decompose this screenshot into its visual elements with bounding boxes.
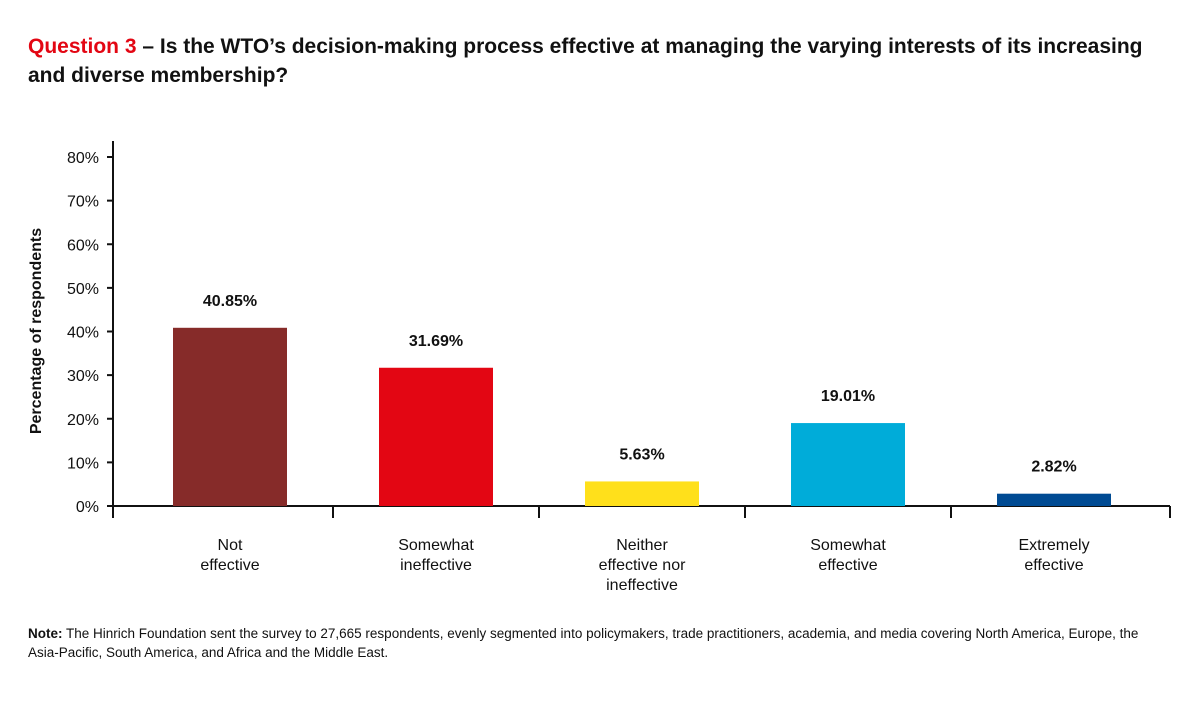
bar-value-label: 40.85% — [203, 293, 257, 310]
x-category-label: Somewhat — [398, 537, 474, 554]
x-category-label: effective — [200, 557, 259, 574]
bar — [997, 493, 1111, 506]
y-tick-label: 20% — [67, 412, 99, 429]
y-tick-label: 30% — [67, 368, 99, 385]
bar — [585, 481, 699, 506]
x-category-label: Not — [218, 537, 243, 554]
bar-value-label: 2.82% — [1031, 459, 1076, 476]
footnote: Note: The Hinrich Foundation sent the su… — [28, 624, 1148, 662]
y-tick-label: 0% — [76, 499, 99, 516]
y-tick-label: 10% — [67, 455, 99, 472]
y-axis: 0% 10% 20% 30% 40% 50% 60% 70% 80% — [67, 141, 114, 516]
x-category-label: Extremely — [1018, 537, 1089, 554]
bar — [791, 423, 905, 506]
bar-value-label: 19.01% — [821, 388, 875, 405]
y-tick-label: 60% — [67, 237, 99, 254]
x-category-label: Somewhat — [810, 537, 886, 554]
x-axis: Not effective Somewhat ineffective Neither ef… — [112, 505, 1171, 594]
question-text: – Is the WTO’s decision-making process e… — [28, 35, 1143, 87]
chart-title: Question 3 – Is the WTO’s decision-makin… — [28, 32, 1168, 90]
x-category-label: effective — [1024, 557, 1083, 574]
y-tick-label: 70% — [67, 194, 99, 211]
bar-value-label: 5.63% — [619, 446, 664, 463]
y-tick-label: 50% — [67, 281, 99, 298]
note-label: Note: — [28, 626, 63, 641]
bar — [379, 367, 493, 506]
question-number: Question 3 — [28, 35, 137, 58]
bars: 40.85% 31.69% 5.63% 19.01% 2.82% — [173, 293, 1111, 506]
x-category-label: ineffective — [606, 577, 678, 594]
y-tick-label: 80% — [67, 150, 99, 167]
bar — [173, 327, 287, 506]
y-tick-label: 40% — [67, 325, 99, 342]
x-category-label: Neither — [616, 537, 668, 554]
bar-value-label: 31.69% — [409, 333, 463, 350]
y-axis-label: Percentage of respondents — [28, 228, 45, 434]
bar-chart: 0% 10% 20% 30% 40% 50% 60% 70% 80% Not effective S… — [28, 141, 1171, 594]
x-category-label: effective nor — [599, 557, 687, 574]
x-category-label: effective — [818, 557, 877, 574]
x-category-label: ineffective — [400, 557, 472, 574]
note-text: The Hinrich Foundation sent the survey t… — [28, 626, 1139, 660]
